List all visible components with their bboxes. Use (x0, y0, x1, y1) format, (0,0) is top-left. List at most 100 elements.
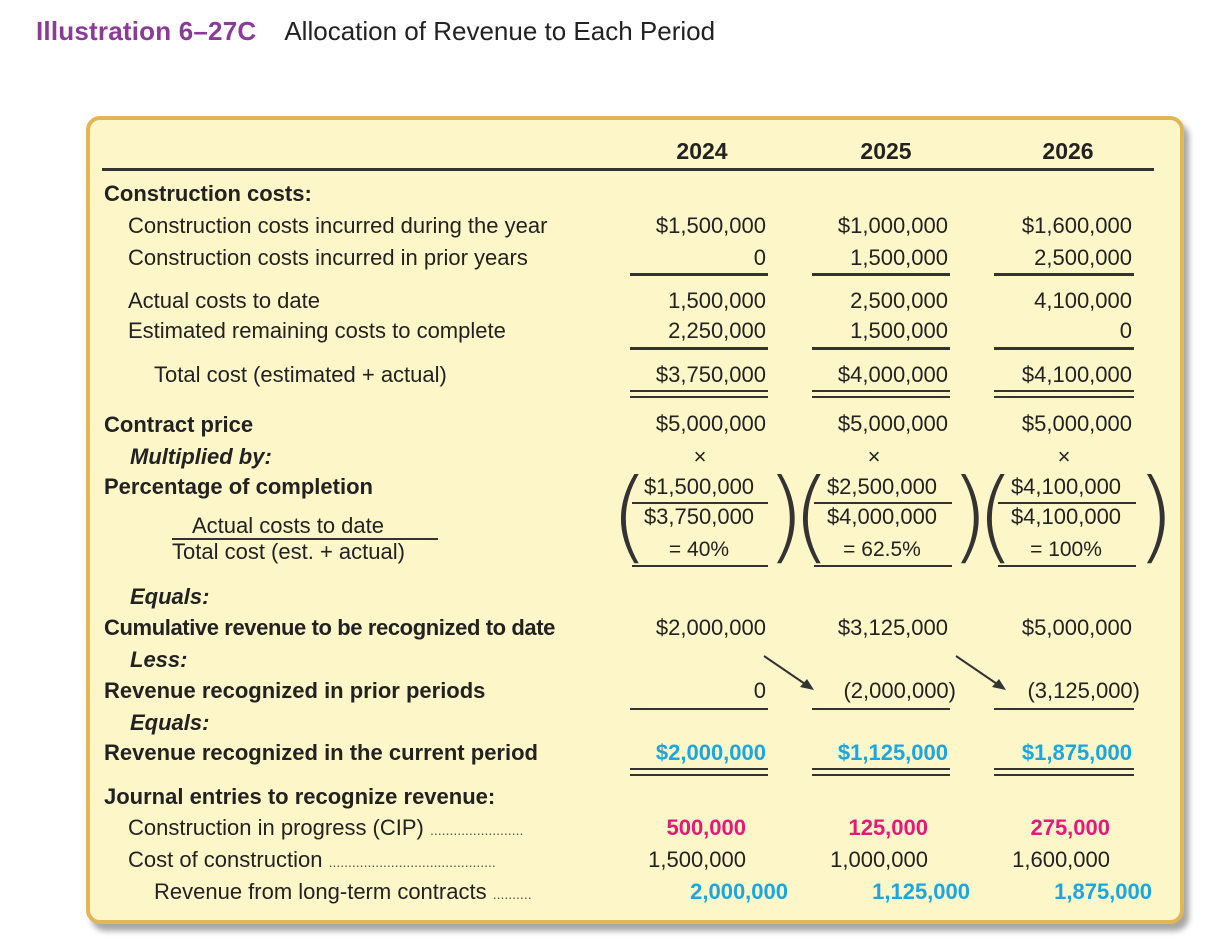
pct-result-2024: = 40% (668, 538, 730, 561)
value-actual-to-date-2025: 2,500,000 (850, 288, 948, 313)
illustration-title: Allocation of Revenue to Each Period (284, 16, 716, 46)
value-cip-2026: 275,000 (1030, 815, 1110, 840)
value-cost-construction-2025: 1,000,000 (830, 847, 928, 872)
double-rule-total-2025 (812, 390, 950, 398)
page-heading: Illustration 6–27C Allocation of Revenue … (36, 16, 715, 47)
value-prior-revenue-2026: (3,125,000) (1027, 678, 1140, 703)
pct-result-2026: = 100% (1030, 538, 1102, 561)
pct-result-rule-2024 (632, 565, 768, 567)
illustration-number: Illustration 6–27C (36, 16, 257, 46)
value-incurred-year-2025: $1,000,000 (837, 213, 948, 238)
value-rev-contracts-2025: 1,125,000 (872, 879, 970, 904)
carry-forward-arrow-2025 (763, 655, 814, 690)
paren-left-2026: ( (976, 457, 1016, 574)
value-incurred-year-2024: $1,500,000 (655, 213, 766, 238)
value-cip-2024: 500,000 (666, 815, 746, 840)
label-total-cost: Total cost (estimated + actual) (154, 362, 447, 387)
value-total-cost-2026: $4,100,000 (1021, 362, 1132, 387)
value-contract-price-2026: $5,000,000 (1021, 411, 1132, 436)
value-actual-to-date-2024: 1,500,000 (668, 288, 766, 313)
value-actual-to-date-2026: 4,100,000 (1034, 288, 1132, 313)
label-multiplied-by: Multiplied by: (130, 444, 272, 469)
rule-prior-2024 (630, 708, 768, 710)
label-cip: Construction in progress (CIP) .........… (128, 815, 524, 840)
value-incurred-year-2026: $1,600,000 (1021, 213, 1132, 238)
times-sign-2025: × (867, 444, 881, 469)
year-header-2024: 2024 (676, 138, 728, 164)
pct-result-rule-2026 (998, 565, 1136, 567)
label-actual-to-date: Actual costs to date (128, 288, 320, 313)
rule-prior-2026 (994, 708, 1134, 710)
pct-bar-2026 (998, 502, 1136, 504)
value-cost-construction-2024: 1,500,000 (648, 847, 746, 872)
label-incurred-prior: Construction costs incurred in prior yea… (128, 245, 528, 270)
rule-sum-2025 (812, 273, 950, 276)
rule-sum-2024 (630, 273, 768, 276)
double-rule-current-2026 (994, 768, 1134, 776)
pct-numerator-2025: $2,500,000 (826, 474, 938, 499)
label-contract-price: Contract price (104, 412, 254, 437)
label-equals-1: Equals: (130, 584, 210, 609)
value-prior-revenue-2025: (2,000,000) (843, 678, 956, 703)
value-cumulative-2024: $2,000,000 (655, 615, 766, 640)
label-cost-construction-text: Cost of construction (128, 847, 323, 872)
value-total-cost-2024: $3,750,000 (655, 362, 766, 387)
section-journal-entries: Journal entries to recognize revenue: (104, 784, 496, 809)
pct-denominator-2026: $4,100,000 (1010, 504, 1122, 529)
pct-bar-2024 (632, 502, 768, 504)
value-current-revenue-2025: $1,125,000 (837, 740, 948, 765)
times-sign-2024: × (693, 444, 707, 469)
paren-right-2025: ) (950, 457, 990, 574)
label-current-revenue: Revenue recognized in the current period (104, 740, 538, 765)
value-current-revenue-2026: $1,875,000 (1021, 740, 1132, 765)
label-fraction-denominator: Total cost (est. + actual) (172, 539, 405, 564)
double-rule-total-2026 (994, 390, 1134, 398)
label-pct-completion: Percentage of completion (104, 474, 373, 499)
value-incurred-prior-2026: 2,500,000 (1034, 245, 1132, 270)
pct-denominator-2024: $3,750,000 (643, 504, 755, 529)
label-fraction-numerator: Actual costs to date (192, 513, 384, 538)
label-cip-text: Construction in progress (CIP) (128, 815, 424, 840)
value-contract-price-2024: $5,000,000 (655, 411, 766, 436)
fraction-bar-label (172, 538, 438, 540)
rule-total-2024 (630, 347, 768, 350)
value-current-revenue-2024: $2,000,000 (655, 740, 766, 765)
double-rule-total-2024 (630, 390, 768, 398)
value-contract-price-2025: $5,000,000 (837, 411, 948, 436)
label-rev-contracts: Revenue from long-term contracts .......… (154, 879, 532, 904)
year-header-2026: 2026 (1042, 138, 1094, 164)
value-incurred-prior-2025: 1,500,000 (850, 245, 948, 270)
times-sign-2026: × (1057, 444, 1071, 469)
schedule-panel (86, 116, 1184, 924)
label-prior-revenue: Revenue recognized in prior periods (104, 678, 486, 703)
value-rev-contracts-2024: 2,000,000 (690, 879, 788, 904)
pct-numerator-2026: $4,100,000 (1010, 474, 1122, 499)
label-rev-contracts-text: Revenue from long-term contracts (154, 879, 487, 904)
value-prior-revenue-2024: 0 (753, 678, 766, 703)
double-rule-current-2024 (630, 768, 768, 776)
pct-numerator-2024: $1,500,000 (643, 474, 755, 499)
paren-left-2025: ( (792, 457, 832, 574)
rule-prior-2025 (812, 708, 950, 710)
value-cumulative-2025: $3,125,000 (837, 615, 948, 640)
year-header-2025: 2025 (860, 138, 912, 164)
label-incurred-year: Construction costs incurred during the y… (128, 213, 548, 238)
paren-right-2026: ) (1136, 457, 1176, 574)
pct-denominator-2025: $4,000,000 (826, 504, 938, 529)
value-rev-contracts-2026: 1,875,000 (1054, 879, 1152, 904)
paren-right-2024: ) (766, 457, 806, 574)
label-less: Less: (130, 647, 188, 672)
value-est-remaining-2025: 1,500,000 (850, 318, 948, 343)
value-cumulative-2026: $5,000,000 (1021, 615, 1132, 640)
paren-left-2024: ( (610, 457, 650, 574)
section-construction-costs: Construction costs: (104, 181, 312, 206)
label-cost-construction: Cost of construction ...................… (128, 847, 496, 872)
rule-total-2026 (994, 347, 1134, 350)
value-est-remaining-2026: 0 (1119, 318, 1132, 343)
value-est-remaining-2024: 2,250,000 (668, 318, 766, 343)
label-cumulative-revenue: Cumulative revenue to be recognized to d… (104, 615, 556, 640)
header-rule (102, 168, 1154, 171)
rule-sum-2026 (994, 273, 1134, 276)
pct-result-2025: = 62.5% (843, 538, 921, 561)
carry-forward-arrow-2026 (955, 655, 1006, 690)
